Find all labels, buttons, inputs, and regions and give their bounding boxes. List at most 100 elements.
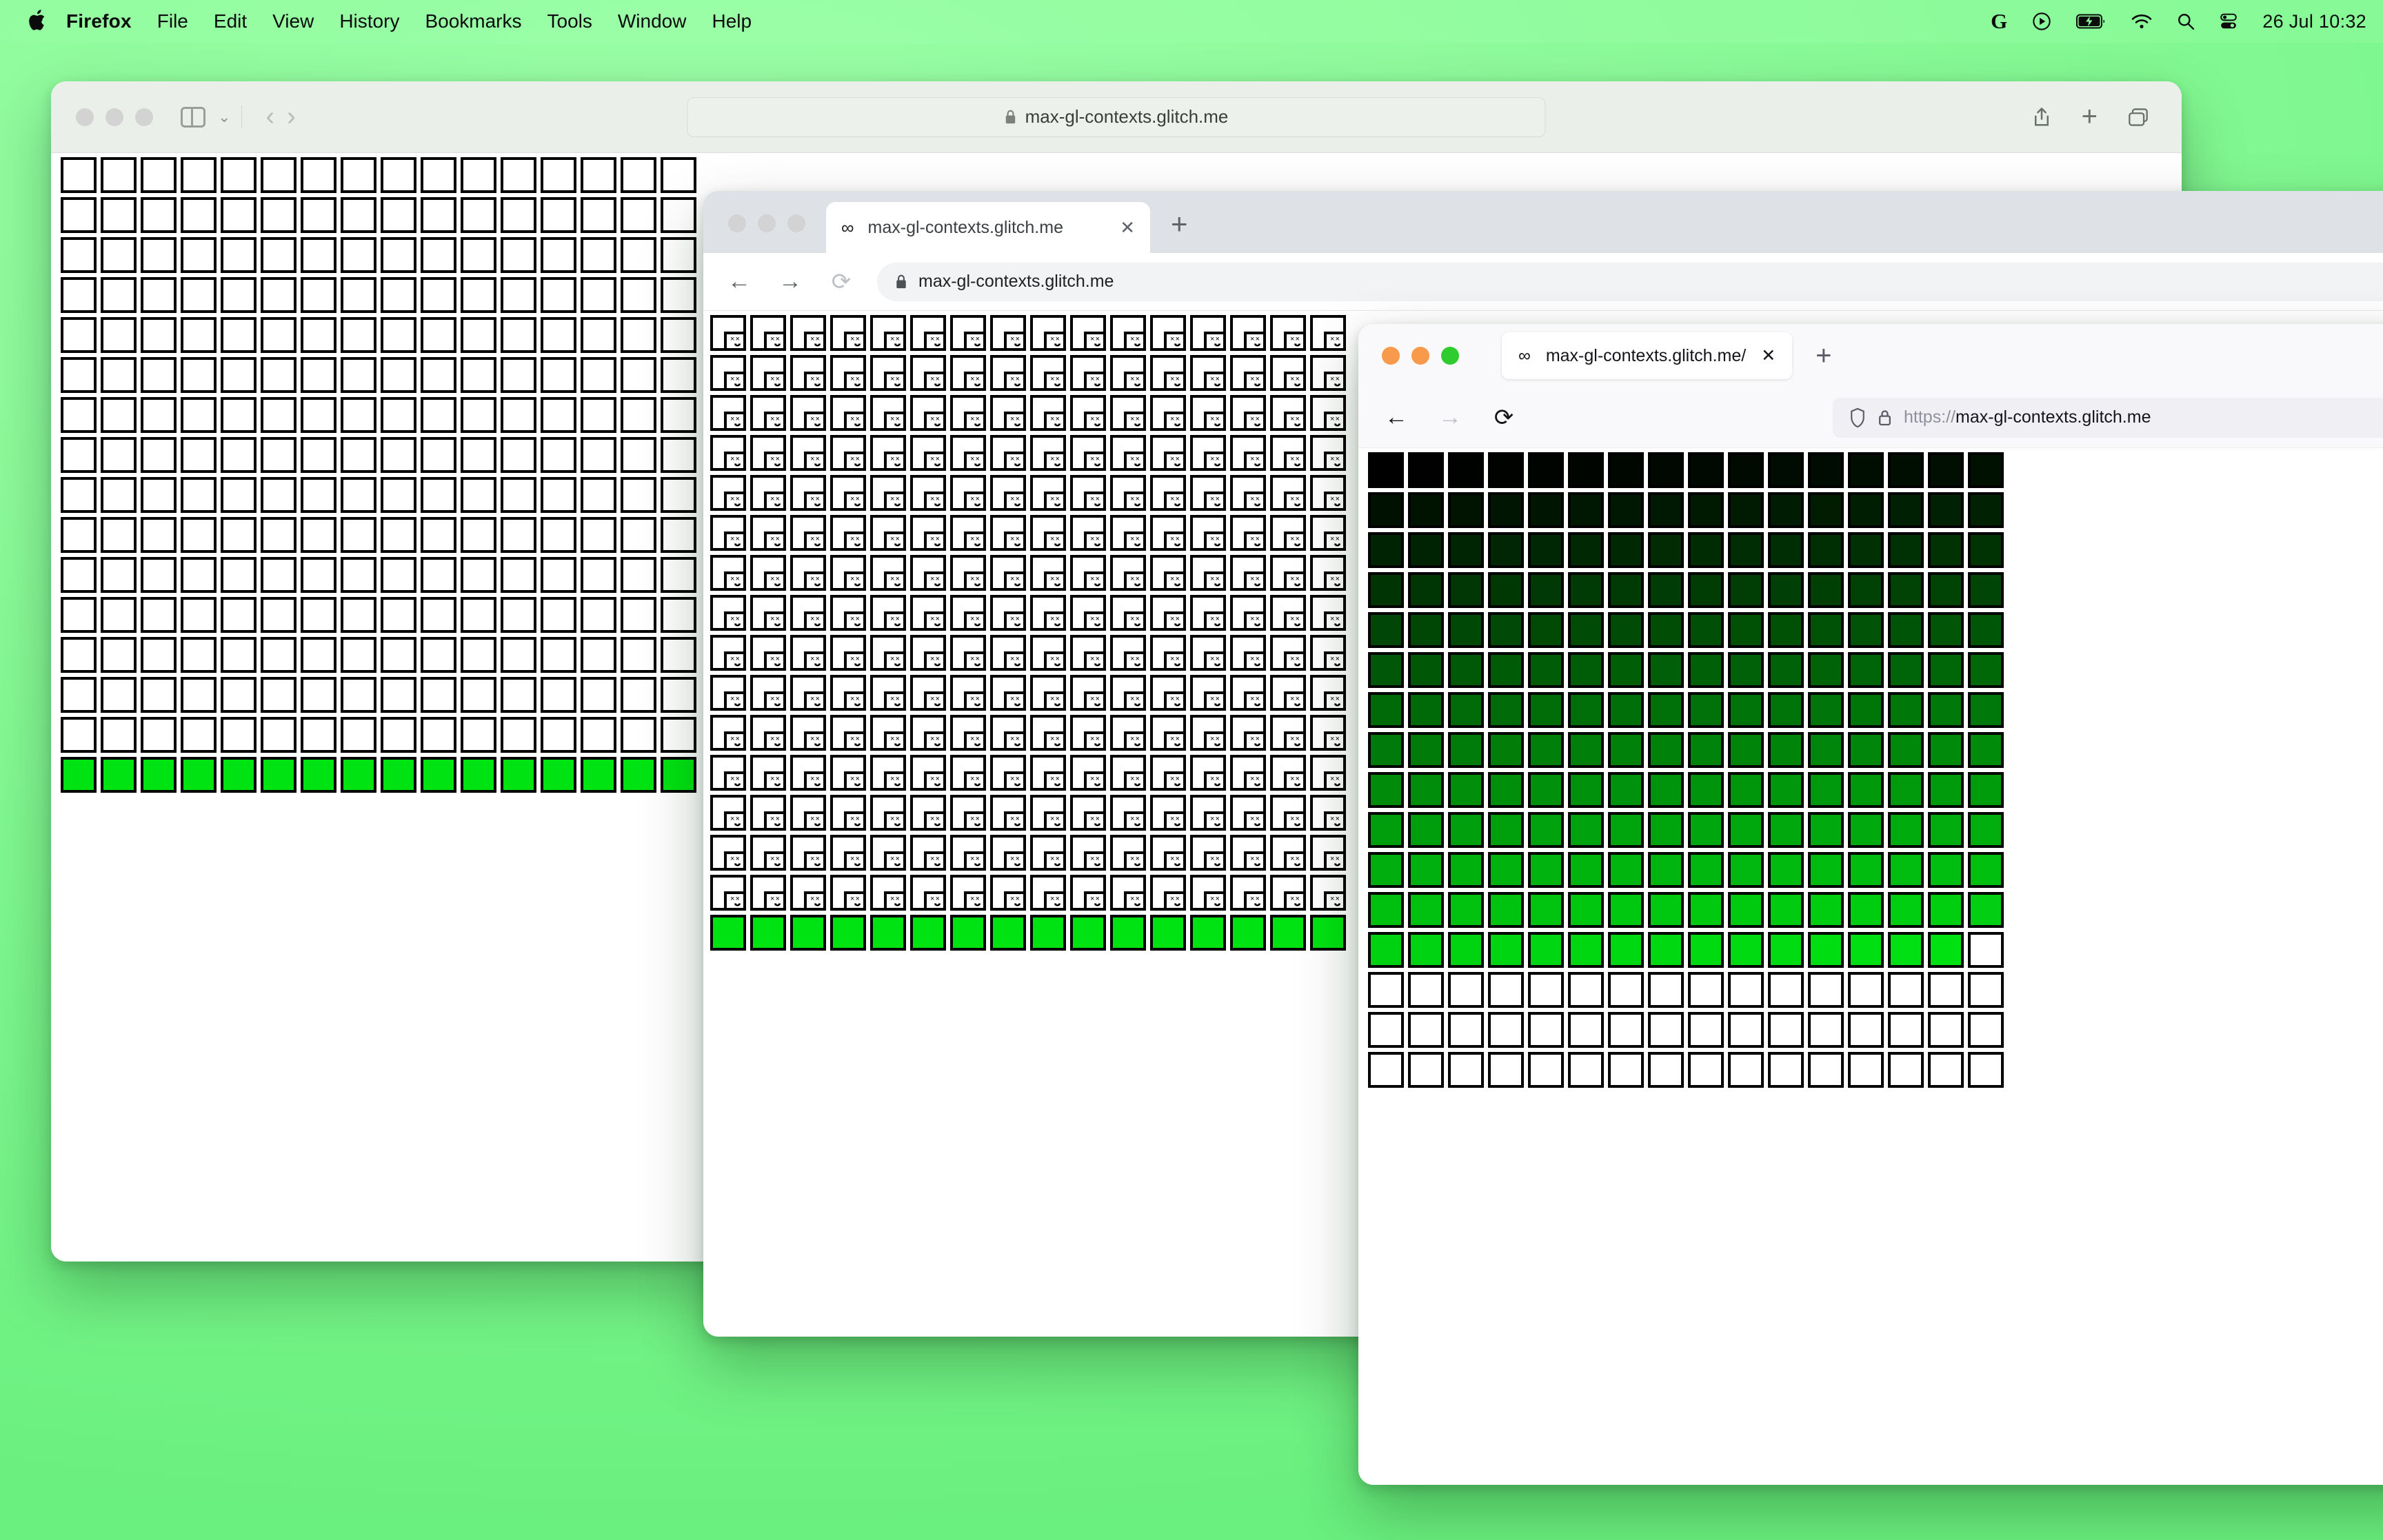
forward-button[interactable]: → (1438, 404, 1462, 430)
firefox-tabstrip: ∞ max-gl-contexts.glitch.me/ ✕ + (1358, 324, 2383, 387)
canvas-cell-context-lost: × × (830, 555, 866, 591)
minimize-button[interactable] (105, 108, 123, 126)
sad-face-icon: × × (1244, 372, 1263, 388)
close-tab-icon[interactable]: ✕ (1120, 216, 1135, 238)
control-center-icon[interactable] (2220, 12, 2238, 30)
sad-face-icon: × × (1244, 611, 1263, 628)
chevron-down-icon[interactable]: ⌄ (218, 108, 231, 125)
close-button[interactable] (1382, 347, 1400, 365)
sad-face-eyes: × × (1010, 455, 1020, 463)
canvas-cell-rendered (1768, 892, 1804, 928)
forward-button[interactable]: → (778, 268, 802, 294)
minimize-button[interactable] (1411, 347, 1429, 365)
sad-face-icon: × × (924, 611, 943, 628)
canvas-cell-blank (1688, 1012, 1724, 1048)
sad-face-mouth (1174, 543, 1180, 547)
sad-face-mouth (1054, 863, 1060, 867)
menu-item-tools[interactable]: Tools (547, 10, 592, 32)
canvas-cell-blank (381, 357, 416, 393)
sad-face-eyes: × × (1050, 415, 1060, 423)
sad-face-icon: × × (844, 372, 863, 388)
canvas-cell-context-lost: × × (990, 715, 1026, 751)
menu-item-edit[interactable]: Edit (213, 10, 248, 32)
sad-face-eyes: × × (730, 815, 740, 823)
safari-window-controls[interactable] (76, 108, 153, 126)
sad-face-eyes: × × (1090, 735, 1100, 743)
chrome-tab[interactable]: ∞ max-gl-contexts.glitch.me ✕ (826, 202, 1150, 253)
battery-charging-icon[interactable] (2076, 13, 2107, 30)
firefox-window[interactable]: ∞ max-gl-contexts.glitch.me/ ✕ + ← → ⟳ h… (1358, 324, 2383, 1485)
canvas-cell-blank (541, 437, 576, 473)
menu-item-view[interactable]: View (272, 10, 314, 32)
lock-icon[interactable] (1878, 409, 1891, 426)
safari-address-bar[interactable]: max-gl-contexts.glitch.me (687, 97, 1546, 137)
media-play-icon[interactable] (2032, 12, 2051, 31)
sad-face-mouth (1334, 743, 1340, 747)
chrome-window-controls[interactable] (728, 214, 805, 232)
maximize-button[interactable] (1441, 347, 1459, 365)
close-button[interactable] (76, 108, 94, 126)
canvas-cell-context-lost: × × (870, 675, 906, 711)
toolbar-divider (241, 105, 243, 129)
reload-button[interactable]: ⟳ (1494, 404, 1514, 431)
forward-button[interactable]: › (287, 102, 296, 131)
new-tab-button[interactable]: + (1171, 207, 1188, 240)
canvas-cell-context-lost: × × (910, 795, 946, 831)
tracking-shield-icon[interactable] (1849, 407, 1866, 428)
sad-face-icon: × × (884, 891, 903, 908)
chrome-address-bar[interactable]: max-gl-contexts.glitch.me (877, 262, 2383, 301)
menubar-clock[interactable]: 26 Jul 10:32 (2262, 10, 2366, 32)
new-tab-button[interactable]: + (2081, 101, 2098, 132)
canvas-cell-rendered (1528, 852, 1564, 888)
sidebar-toggle-icon[interactable] (181, 106, 205, 128)
lock-icon[interactable] (895, 274, 907, 290)
menu-item-help[interactable]: Help (712, 10, 752, 32)
apple-menu-icon[interactable] (28, 8, 48, 32)
minimize-button[interactable] (758, 214, 776, 232)
sad-face-mouth (1094, 663, 1100, 667)
sad-face-mouth (934, 423, 941, 427)
canvas-cell-blank (421, 637, 456, 673)
canvas-cell-context-lost: × × (1070, 835, 1106, 871)
menu-item-window[interactable]: Window (617, 10, 687, 32)
menu-item-file[interactable]: File (157, 10, 188, 32)
sad-face-eyes: × × (930, 775, 940, 783)
spotlight-search-icon[interactable] (2177, 12, 2195, 30)
sad-face-mouth (774, 543, 781, 547)
new-tab-button[interactable]: + (1816, 340, 1832, 371)
menu-item-history[interactable]: History (339, 10, 400, 32)
back-button[interactable]: ‹ (265, 102, 275, 131)
firefox-window-controls[interactable] (1382, 347, 1459, 365)
grammarly-icon[interactable]: G (1991, 9, 2008, 33)
chrome-toolbar: ← → ⟳ max-gl-contexts.glitch.me (703, 253, 2383, 311)
canvas-cell-context-lost: × × (1270, 435, 1306, 471)
reload-button[interactable]: ⟳ (831, 268, 852, 295)
share-icon[interactable] (2032, 107, 2051, 128)
canvas-cell-context-lost: × × (990, 475, 1026, 511)
sad-face-mouth (774, 463, 781, 467)
sad-face-icon: × × (764, 492, 783, 508)
wifi-icon[interactable] (2131, 13, 2152, 30)
canvas-cell-rendered (1230, 915, 1266, 951)
sad-face-eyes: × × (1010, 815, 1020, 823)
close-tab-icon[interactable]: ✕ (1761, 346, 1776, 365)
sad-face-icon: × × (964, 492, 983, 508)
menu-item-bookmarks[interactable]: Bookmarks (425, 10, 522, 32)
canvas-cell-rendered (1968, 692, 2004, 728)
firefox-address-bar[interactable]: https://max-gl-contexts.glitch.me (1833, 397, 2383, 438)
sad-face-icon: × × (724, 851, 743, 868)
firefox-tab[interactable]: ∞ max-gl-contexts.glitch.me/ ✕ (1502, 332, 1793, 379)
sad-face-mouth (1254, 783, 1260, 787)
canvas-cell-blank (181, 277, 217, 313)
back-button[interactable]: ← (1385, 404, 1408, 430)
maximize-button[interactable] (135, 108, 153, 126)
sad-face-icon: × × (1324, 851, 1343, 868)
close-button[interactable] (728, 214, 746, 232)
tabs-overview-icon[interactable] (2128, 108, 2149, 127)
sad-face-eyes: × × (1330, 615, 1340, 623)
canvas-cell-context-lost: × × (950, 395, 986, 431)
sad-face-eyes: × × (970, 455, 980, 463)
back-button[interactable]: ← (727, 268, 751, 294)
maximize-button[interactable] (787, 214, 805, 232)
menu-item-app-name[interactable]: Firefox (66, 10, 132, 32)
